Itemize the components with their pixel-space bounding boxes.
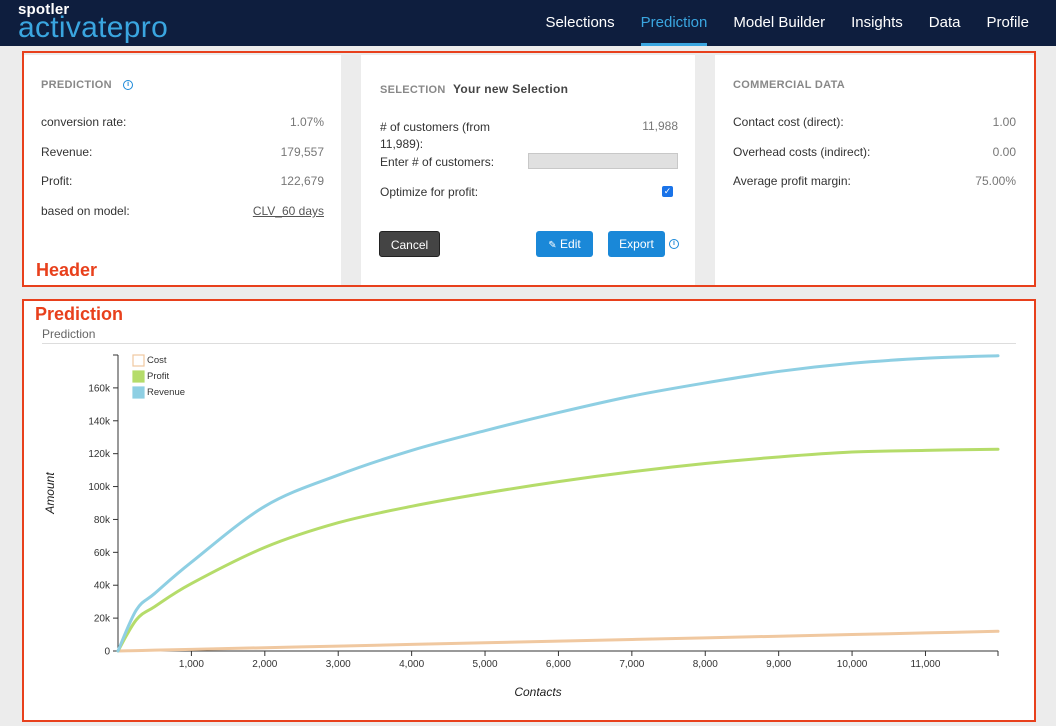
commercial-card: COMMERCIAL DATA Contact cost (direct): 1… — [715, 55, 1034, 285]
legend-swatch-profit — [132, 370, 145, 383]
series-line-profit — [116, 447, 1000, 653]
brand-logo[interactable]: spotler activatepro — [18, 1, 169, 44]
brand-logo-bottom: activatepro — [18, 11, 169, 44]
overhead-cost-value: 0.00 — [992, 145, 1016, 159]
profit-label: Profit: — [41, 174, 73, 188]
contact-cost-label: Contact cost (direct): — [733, 115, 844, 129]
revenue-label: Revenue: — [41, 145, 93, 159]
selection-card: SELECTION Your new Selection # of custom… — [361, 55, 695, 285]
top-navbar: spotler activatepro Selections Predictio… — [0, 0, 1056, 46]
customers-label: # of customers (from 11,989): — [380, 120, 491, 151]
prediction-region-label: Prediction — [35, 304, 124, 324]
legend-label-cost: Cost — [147, 355, 167, 366]
y-tick-label: 100k — [88, 482, 111, 493]
x-axis-label: Contacts — [514, 685, 561, 699]
legend-swatch-cost — [132, 354, 145, 367]
nav-model-builder[interactable]: Model Builder — [733, 14, 826, 31]
y-tick-label: 40k — [94, 581, 111, 592]
nav-selections[interactable]: Selections — [545, 14, 615, 31]
brand-logo-top: spotler — [18, 1, 70, 18]
revenue-value: 179,557 — [280, 145, 324, 159]
optimize-checkbox[interactable]: ✓ — [662, 186, 673, 197]
y-tick-label: 80k — [94, 515, 111, 526]
series-line-revenue — [116, 354, 1000, 653]
profit-margin-value: 75.00% — [975, 174, 1016, 188]
prediction-card: PREDICTION i conversion rate: 1.07% Reve… — [24, 55, 341, 285]
y-tick-label: 140k — [88, 416, 111, 427]
legend-label-profit: Profit — [147, 371, 170, 382]
commercial-card-title: COMMERCIAL DATA — [733, 79, 846, 91]
x-tick-label: 11,000 — [911, 659, 941, 670]
prediction-card-title: PREDICTION i — [41, 79, 134, 91]
x-tick-label: 5,000 — [473, 659, 498, 670]
y-axis-label: Amount — [43, 472, 57, 515]
prediction-title-text: PREDICTION — [41, 79, 112, 91]
prediction-region: Prediction Prediction 0 20k 40k 60k 80k 100k 1… — [22, 299, 1036, 722]
cancel-button[interactable]: Cancel — [379, 231, 440, 257]
prediction-chart: 0 20k 40k 60k 80k 100k 120k 140k 160k 1,000 2,000 3… — [43, 354, 1000, 699]
enter-customers-label: Enter # of customers: — [380, 155, 495, 169]
y-tick-label: 160k — [88, 383, 111, 394]
nav-data[interactable]: Data — [928, 14, 961, 31]
conversion-rate-value: 1.07% — [289, 115, 324, 129]
overhead-cost-label: Overhead costs (indirect): — [733, 145, 871, 159]
x-tick-label: 3,000 — [326, 659, 351, 670]
nav-profile[interactable]: Profile — [986, 14, 1029, 31]
export-button[interactable]: Export — [608, 231, 665, 257]
selection-card-title: SELECTION Your new Selection — [380, 82, 568, 96]
y-tick-label: 20k — [94, 614, 111, 625]
main-nav: Selections Prediction Model Builder Insi… — [532, 0, 1042, 46]
x-tick-label: 2,000 — [252, 659, 277, 670]
x-tick-label: 8,000 — [693, 659, 718, 670]
x-tick-label: 9,000 — [766, 659, 791, 670]
x-tick-label: 4,000 — [399, 659, 424, 670]
optimize-label: Optimize for profit: — [380, 185, 479, 199]
model-link[interactable]: CLV_60 days — [252, 204, 324, 218]
info-icon[interactable]: i — [123, 80, 134, 91]
contact-cost-value: 1.00 — [992, 115, 1016, 129]
customers-value: 11,988 — [642, 119, 678, 133]
nav-prediction[interactable]: Prediction — [628, 0, 721, 46]
y-tick-label: 0 — [104, 647, 110, 658]
export-info-icon[interactable]: i — [669, 239, 679, 249]
edit-button[interactable]: ✎ Edit — [536, 231, 593, 257]
selection-title-text: SELECTION — [380, 84, 446, 96]
selection-name: Your new Selection — [453, 82, 569, 96]
legend-swatch-revenue — [132, 386, 145, 399]
customers-input[interactable] — [528, 153, 678, 169]
profit-margin-label: Average profit margin: — [733, 174, 851, 188]
conversion-rate-label: conversion rate: — [41, 115, 127, 129]
y-tick-label: 60k — [94, 548, 111, 559]
chart-caption: Prediction — [42, 327, 96, 341]
pencil-icon: ✎ — [548, 240, 557, 251]
x-tick-label: 1,000 — [179, 659, 204, 670]
legend-label-revenue: Revenue — [147, 387, 185, 398]
x-tick-label: 6,000 — [546, 659, 571, 670]
chart-separator — [42, 343, 1016, 344]
model-label: based on model: — [41, 204, 130, 218]
header-region: PREDICTION i conversion rate: 1.07% Reve… — [22, 51, 1036, 287]
x-tick-label: 10,000 — [837, 659, 868, 670]
profit-value: 122,679 — [280, 174, 324, 188]
y-tick-label: 120k — [88, 449, 111, 460]
header-region-label: Header — [36, 260, 98, 280]
edit-label: Edit — [560, 237, 581, 251]
series-line-cost — [116, 629, 1000, 653]
nav-insights[interactable]: Insights — [851, 14, 903, 31]
x-tick-label: 7,000 — [619, 659, 644, 670]
